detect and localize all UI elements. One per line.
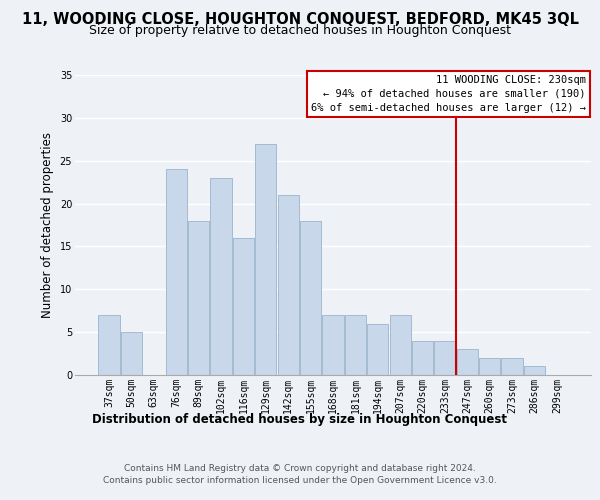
Y-axis label: Number of detached properties: Number of detached properties	[41, 132, 54, 318]
Text: 11 WOODING CLOSE: 230sqm
← 94% of detached houses are smaller (190)
6% of semi-d: 11 WOODING CLOSE: 230sqm ← 94% of detach…	[311, 75, 586, 113]
Bar	[166, 170, 187, 375]
Bar	[211, 178, 232, 375]
Bar	[300, 220, 321, 375]
Bar	[121, 332, 142, 375]
Bar	[457, 350, 478, 375]
Bar	[278, 195, 299, 375]
Bar	[98, 315, 120, 375]
Text: Contains HM Land Registry data © Crown copyright and database right 2024.: Contains HM Land Registry data © Crown c…	[124, 464, 476, 473]
Bar	[322, 315, 344, 375]
Bar	[434, 340, 455, 375]
Bar	[345, 315, 366, 375]
Bar	[389, 315, 411, 375]
Bar	[524, 366, 545, 375]
Bar	[367, 324, 388, 375]
Bar	[233, 238, 254, 375]
Bar	[412, 340, 433, 375]
Bar	[188, 220, 209, 375]
Text: Contains public sector information licensed under the Open Government Licence v3: Contains public sector information licen…	[103, 476, 497, 485]
Text: Size of property relative to detached houses in Houghton Conquest: Size of property relative to detached ho…	[89, 24, 511, 37]
Text: Distribution of detached houses by size in Houghton Conquest: Distribution of detached houses by size …	[92, 412, 508, 426]
Bar	[502, 358, 523, 375]
Text: 11, WOODING CLOSE, HOUGHTON CONQUEST, BEDFORD, MK45 3QL: 11, WOODING CLOSE, HOUGHTON CONQUEST, BE…	[22, 12, 578, 28]
Bar	[255, 144, 277, 375]
Bar	[479, 358, 500, 375]
